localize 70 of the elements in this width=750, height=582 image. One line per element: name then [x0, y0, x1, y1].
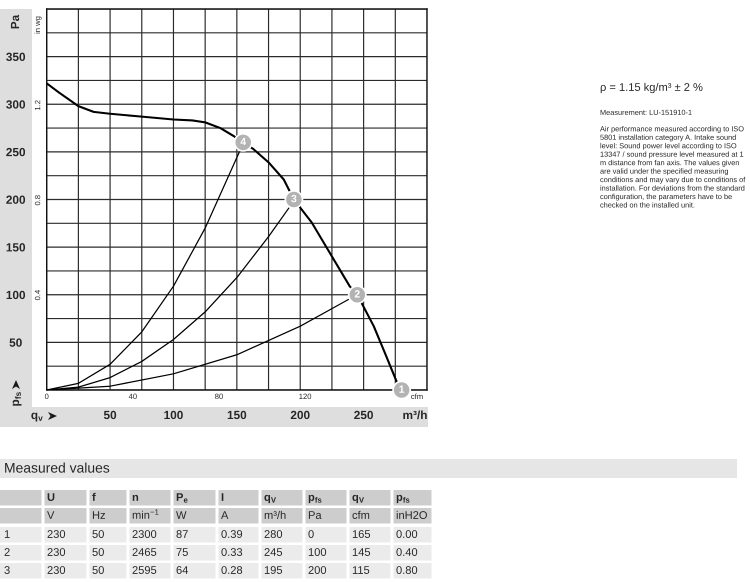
- text: q$_{V}$: [264, 494, 276, 504]
- text: 50: [92, 566, 104, 574]
- text: 2: [4, 548, 10, 556]
- text: 280: [264, 530, 282, 538]
- text: 200: [308, 566, 326, 574]
- x-tick-label: 50: [104, 410, 116, 420]
- text: 245: [264, 548, 282, 556]
- text: 2465: [132, 548, 156, 556]
- y-tick-label: 100: [6, 290, 26, 300]
- text: 2300: [132, 530, 156, 538]
- x-tick-label: 100: [164, 410, 183, 420]
- text: 50: [92, 548, 104, 556]
- y-tick-label: 300: [6, 100, 26, 109]
- text: p$_{fs}$: [396, 494, 410, 504]
- x-tick-label: 250: [354, 410, 373, 420]
- text: inH2O: [396, 510, 427, 519]
- text: Hz: [92, 511, 106, 519]
- text: 0.80: [396, 566, 418, 574]
- annotation: 3: [291, 194, 296, 202]
- text: q$_{V}$: [352, 494, 364, 504]
- text: U: [48, 493, 54, 501]
- text: W: [176, 511, 186, 519]
- text: A: [221, 511, 228, 519]
- text: P$_{e}$: [176, 493, 188, 503]
- text: 3: [4, 566, 10, 574]
- text: 115: [352, 566, 370, 574]
- y-tick-label: 150: [6, 243, 26, 252]
- text: 1: [4, 530, 10, 538]
- text: Measured values: [5, 462, 110, 473]
- text: p$_{fs}$: [12, 392, 22, 406]
- text: 0.39: [221, 530, 242, 538]
- text: 2595: [132, 566, 156, 574]
- x-axis-title: m³/h: [403, 410, 427, 420]
- text: 0.00: [396, 530, 418, 538]
- annotation: 1: [399, 386, 404, 393]
- text: ρ = 1.15 kg/m³ ± 2 %: [600, 82, 702, 94]
- text: 165: [352, 530, 370, 538]
- text: 0: [308, 530, 314, 538]
- text: 100: [308, 548, 326, 556]
- y-tick-label: 350: [6, 52, 26, 62]
- text: min$^{−1}$: [132, 509, 158, 519]
- text: Pa: [308, 511, 322, 519]
- x-tick-label: 200: [290, 410, 310, 420]
- text: 0.33: [221, 548, 242, 556]
- text: p$_{fs}$: [308, 494, 322, 504]
- text: 145: [352, 548, 370, 556]
- text: 50: [92, 530, 104, 538]
- text: 64: [176, 566, 188, 574]
- text: 230: [48, 566, 66, 574]
- text: I: [222, 493, 224, 501]
- text: n: [132, 494, 138, 501]
- text: cfm: [352, 510, 370, 519]
- y-tick-label: 250: [6, 148, 26, 156]
- text: 87: [176, 530, 188, 538]
- y-tick-label: 200: [6, 196, 26, 204]
- text: q$_{v}$: [31, 412, 43, 422]
- text: m³/h: [264, 510, 286, 519]
- text: f: [92, 492, 96, 501]
- text: V: [47, 511, 54, 519]
- text: 0.28: [221, 566, 242, 574]
- x-tick-label: 150: [228, 410, 246, 420]
- text: 230: [48, 530, 66, 538]
- text: 0.40: [396, 548, 418, 556]
- y-tick-label: 50: [10, 338, 22, 347]
- text: 75: [176, 548, 188, 556]
- text: 230: [48, 548, 66, 556]
- annotation: 4: [240, 138, 246, 146]
- y-axis-title: Pa: [10, 14, 20, 28]
- annotation: 2: [354, 290, 360, 298]
- text: 195: [264, 566, 282, 574]
